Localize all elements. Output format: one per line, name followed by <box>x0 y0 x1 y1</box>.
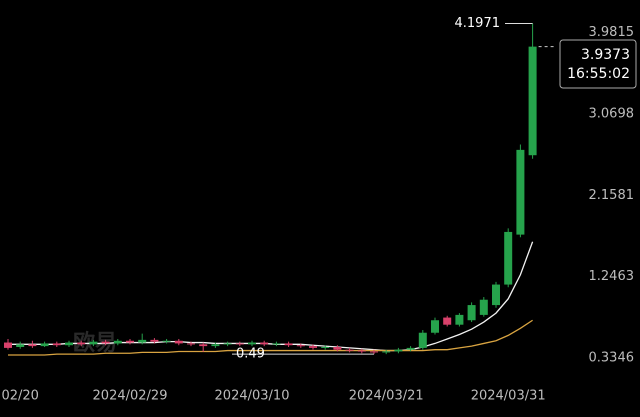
last-time: 16:55:02 <box>567 66 630 82</box>
candle-body <box>187 343 195 345</box>
candle-body <box>321 347 330 349</box>
candle-body <box>296 345 305 347</box>
candle-body <box>333 347 342 350</box>
candle-body <box>504 231 513 285</box>
candle-body <box>309 346 317 348</box>
candle-body <box>28 344 37 347</box>
candle-body <box>126 340 134 343</box>
x-tick-label: 2024/03/31 <box>471 389 546 404</box>
y-tick-label: 2.1581 <box>589 188 635 203</box>
candle-body <box>492 284 500 306</box>
candle-body <box>16 344 25 348</box>
candle-body <box>89 341 98 345</box>
candle-body <box>77 342 86 345</box>
x-tick-label: 2024/03/10 <box>215 389 290 404</box>
candle-body <box>406 347 415 350</box>
candle-body <box>199 344 208 347</box>
candle-body <box>248 342 256 345</box>
candle-body <box>4 342 12 348</box>
candle-body <box>382 351 391 353</box>
candle-body <box>260 342 269 345</box>
candle-body <box>418 332 427 348</box>
x-tick-label: 2024/02/29 <box>93 389 168 404</box>
candle-body <box>443 317 452 325</box>
x-tick-label: 2024/03/21 <box>349 389 424 404</box>
candle-body <box>516 149 525 235</box>
candle-body <box>150 339 159 342</box>
candle-body <box>357 350 366 352</box>
y-tick-label: 1.2463 <box>589 269 635 284</box>
candle-body <box>174 340 183 344</box>
candle-body <box>455 314 464 325</box>
candle-body <box>479 299 488 315</box>
candle-body <box>113 340 122 344</box>
candle-body <box>370 351 378 353</box>
low-label: 0.49 <box>236 347 265 362</box>
candle-body <box>223 343 232 345</box>
y-tick-label: 3.9815 <box>589 25 635 40</box>
candle-body <box>65 342 73 346</box>
y-tick-label: 3.0698 <box>589 107 635 122</box>
moving-average-line <box>8 319 533 356</box>
candle-body <box>101 341 110 344</box>
candle-body <box>431 320 439 333</box>
y-tick-label: 0.3346 <box>589 351 635 366</box>
candle-body <box>162 340 171 342</box>
candle-body <box>40 343 49 347</box>
candle-body <box>345 349 354 351</box>
candle-body <box>528 46 537 156</box>
candle-body <box>467 305 476 321</box>
candle-body <box>272 343 281 345</box>
candle-body <box>394 349 403 352</box>
candle-body <box>284 343 293 346</box>
last-price-box <box>559 39 637 89</box>
x-tick-label: 02/20 <box>1 389 38 404</box>
last-price: 3.9373 <box>581 47 630 63</box>
candle-body <box>235 343 244 345</box>
high-label: 4.1971 <box>455 16 501 31</box>
candle-body <box>138 339 147 343</box>
candle-body <box>211 344 220 347</box>
candle-body <box>52 343 61 346</box>
